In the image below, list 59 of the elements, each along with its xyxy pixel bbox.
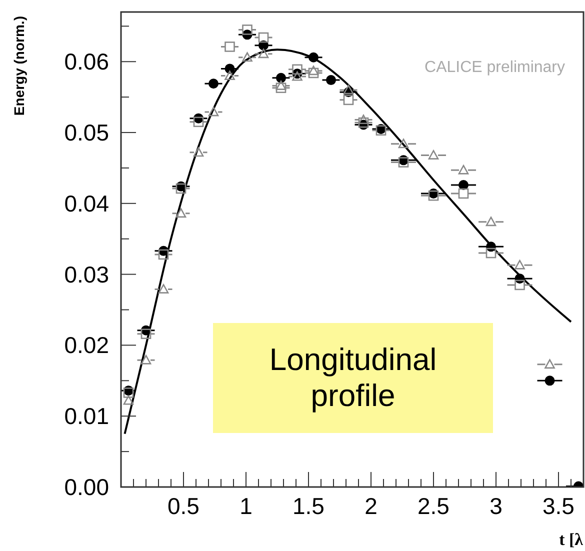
annotation: Longitudinal profile (269, 342, 437, 413)
point (458, 180, 468, 190)
y-tick-label: 0.00 (64, 474, 109, 500)
point (123, 395, 134, 405)
point (276, 80, 286, 90)
x-tick-label: 2.5 (418, 493, 450, 519)
point (208, 106, 219, 116)
x-tick-label: 3.5 (542, 493, 574, 519)
point (258, 48, 269, 58)
point (224, 42, 235, 52)
point (140, 328, 152, 340)
point (208, 78, 218, 89)
point (514, 280, 525, 290)
x-tick-label: 0.5 (168, 493, 200, 519)
x-tick-label: 3 (490, 493, 502, 519)
point (258, 32, 269, 43)
point (343, 94, 354, 106)
point (486, 216, 496, 226)
point (544, 359, 555, 369)
y-tick-label: 0.04 (64, 190, 110, 216)
point (428, 190, 439, 201)
y-tick-label: 0.03 (64, 261, 109, 288)
point (276, 82, 286, 94)
point (308, 52, 318, 62)
point (242, 52, 252, 62)
point (176, 208, 186, 218)
point (158, 284, 169, 294)
point (514, 260, 525, 270)
y-tick-label: 0.01 (64, 403, 109, 430)
point (486, 248, 496, 258)
point (140, 354, 152, 364)
point (308, 68, 319, 78)
x-tick-label: 2 (364, 493, 378, 519)
point (458, 164, 469, 174)
x-tick-label: 1.5 (292, 493, 324, 519)
point (343, 84, 354, 94)
y-tick-label: 0.05 (64, 120, 109, 146)
point (398, 138, 409, 148)
point (358, 117, 369, 128)
point (326, 75, 336, 86)
y-tick-label: 0.06 (64, 48, 109, 75)
point (308, 66, 319, 76)
point (242, 24, 252, 35)
y-tick-label: 0.02 (64, 332, 109, 358)
point (358, 114, 369, 124)
point (193, 147, 204, 157)
annotation: CALICE preliminary (424, 59, 565, 76)
point (176, 183, 186, 194)
point (428, 150, 439, 160)
point (544, 376, 555, 386)
point (224, 70, 235, 80)
point (276, 72, 286, 83)
point (224, 64, 235, 74)
x-tick-label: 1 (240, 493, 252, 519)
y-axis-title: Energy (norm.) (11, 16, 27, 116)
point (193, 116, 204, 128)
x-axis-title: t [λ (559, 530, 584, 549)
point (158, 249, 169, 260)
point (458, 188, 469, 199)
